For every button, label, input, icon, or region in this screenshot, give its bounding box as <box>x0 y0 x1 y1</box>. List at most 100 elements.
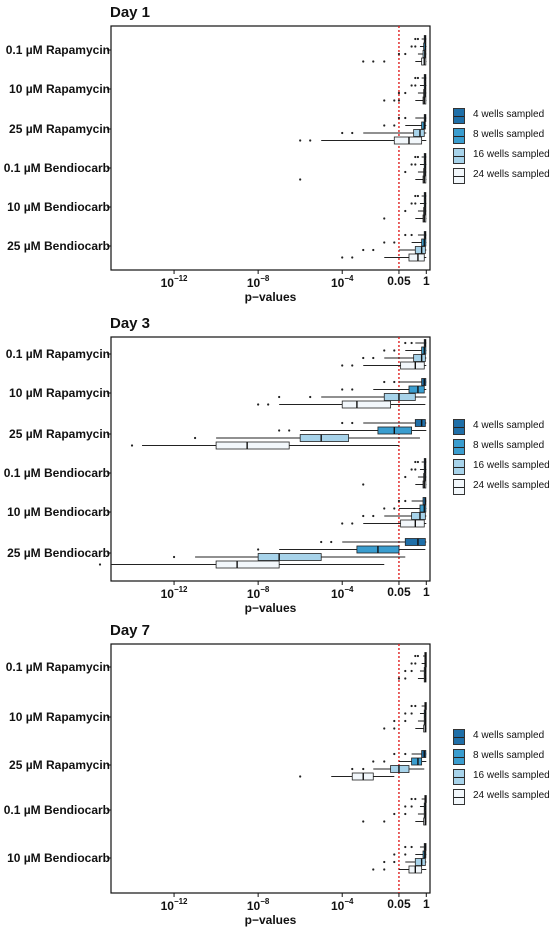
outlier-point <box>130 444 134 447</box>
y-tick-label: 10 µM Bendiocarb <box>7 851 110 865</box>
outlier-point <box>372 60 375 63</box>
legend-label: 4 wells sampled <box>473 109 545 120</box>
outlier-point <box>410 341 413 345</box>
legend-label: 8 wells sampled <box>473 749 545 761</box>
y-tick-label: 25 µM Bendiocarb <box>7 546 110 560</box>
outlier-point <box>414 194 417 198</box>
outlier-point <box>309 139 312 142</box>
box-24-wells <box>408 253 425 262</box>
outlier-point <box>404 719 407 723</box>
outlier-point <box>397 499 401 503</box>
x-tick-label: 10−12 <box>161 585 188 601</box>
outlier-point <box>410 84 413 87</box>
box-8-wells <box>421 121 426 130</box>
outlier-point <box>393 812 396 816</box>
legend-label: 4 wells sampled <box>473 729 545 741</box>
x-tick-label: 10−4 <box>331 585 353 601</box>
legend-swatch <box>453 108 465 124</box>
x-tick-exponent: −4 <box>344 897 354 906</box>
legend-label: 8 wells sampled <box>473 129 545 140</box>
outlier-point <box>416 194 420 198</box>
legend-label: 8 wells sampled <box>473 440 545 451</box>
legend-swatch <box>453 728 465 745</box>
outlier-point <box>372 356 375 360</box>
legend-swatch <box>453 768 465 785</box>
outlier-point <box>416 76 420 80</box>
outlier-point <box>414 84 417 87</box>
x-tick-exponent: −12 <box>173 585 188 594</box>
outlier-point <box>393 241 396 244</box>
outlier-point <box>410 45 413 48</box>
outlier-point <box>351 767 354 771</box>
outlier-point <box>383 507 386 510</box>
outlier-point <box>383 380 386 384</box>
outlier-point <box>404 499 407 503</box>
legend-swatch <box>453 479 465 495</box>
box-24-wells <box>400 519 425 528</box>
x-tick-base: 10 <box>246 587 261 601</box>
legend-item: 4 wells sampled <box>453 728 550 747</box>
outlier-point <box>410 662 413 665</box>
outlier-point <box>172 555 176 559</box>
outlier-point <box>410 712 413 715</box>
panel-title: Day 1 <box>110 4 151 21</box>
box-24-wells <box>215 560 280 569</box>
x-tick-base: 10 <box>330 587 345 601</box>
outlier-point <box>372 760 375 763</box>
outlier-point <box>410 163 413 166</box>
outlier-point <box>414 155 417 159</box>
outlier-point <box>341 364 344 367</box>
y-tick-label: 0.1 µM Rapamycin <box>5 43 110 57</box>
outlier-point <box>393 853 396 856</box>
outlier-point <box>404 752 407 756</box>
x-tick-base: 1 <box>422 274 430 288</box>
outlier-point <box>393 860 396 864</box>
outlier-point <box>393 719 396 723</box>
outlier-point <box>393 507 396 510</box>
x-axis-label: p−values <box>244 913 297 927</box>
outlier-point <box>383 124 386 127</box>
x-tick-label: 10−8 <box>247 585 269 601</box>
outlier-point <box>414 662 417 665</box>
box-24-wells <box>393 136 423 145</box>
outlier-point <box>393 380 396 384</box>
outlier-point <box>257 403 260 406</box>
box-16-wells <box>383 393 416 401</box>
outlier-point <box>397 52 401 56</box>
box-8-wells <box>408 385 425 394</box>
outlier-point <box>341 421 344 425</box>
box-16-wells <box>390 765 410 773</box>
outlier-point <box>410 233 413 237</box>
x-tick-base: 0.05 <box>387 274 411 288</box>
outlier-point <box>404 170 407 174</box>
x-tick-base: 10 <box>246 899 261 913</box>
panel-title: Day 7 <box>110 622 151 639</box>
x-tick-label: 0.05 <box>387 585 410 599</box>
y-tick-label: 0.1 µM Rapamycin <box>5 660 110 674</box>
outlier-point <box>299 178 302 181</box>
outlier-point <box>362 820 365 823</box>
outlier-point <box>383 217 386 220</box>
legend-item: 16 wells sampled <box>453 459 550 477</box>
outlier-point <box>404 805 407 808</box>
outlier-point <box>393 124 396 127</box>
outlier-point <box>414 704 417 708</box>
x-tick-label: 1 <box>423 274 430 288</box>
outlier-point <box>372 514 375 518</box>
legend-label: 4 wells sampled <box>473 420 545 431</box>
outlier-point <box>393 752 396 756</box>
legend-item: 24 wells sampled <box>453 168 550 186</box>
outlier-point <box>351 131 354 135</box>
legend-label: 24 wells sampled <box>473 480 550 491</box>
y-tick-label: 10 µM Bendiocarb <box>7 505 110 519</box>
outlier-point <box>351 522 354 525</box>
legend-item: 24 wells sampled <box>453 788 550 807</box>
y-tick-label: 10 µM Rapamycin <box>9 82 110 96</box>
outlier-point <box>416 37 420 41</box>
legend-label: 16 wells sampled <box>473 460 550 471</box>
box-4-wells <box>404 538 426 546</box>
